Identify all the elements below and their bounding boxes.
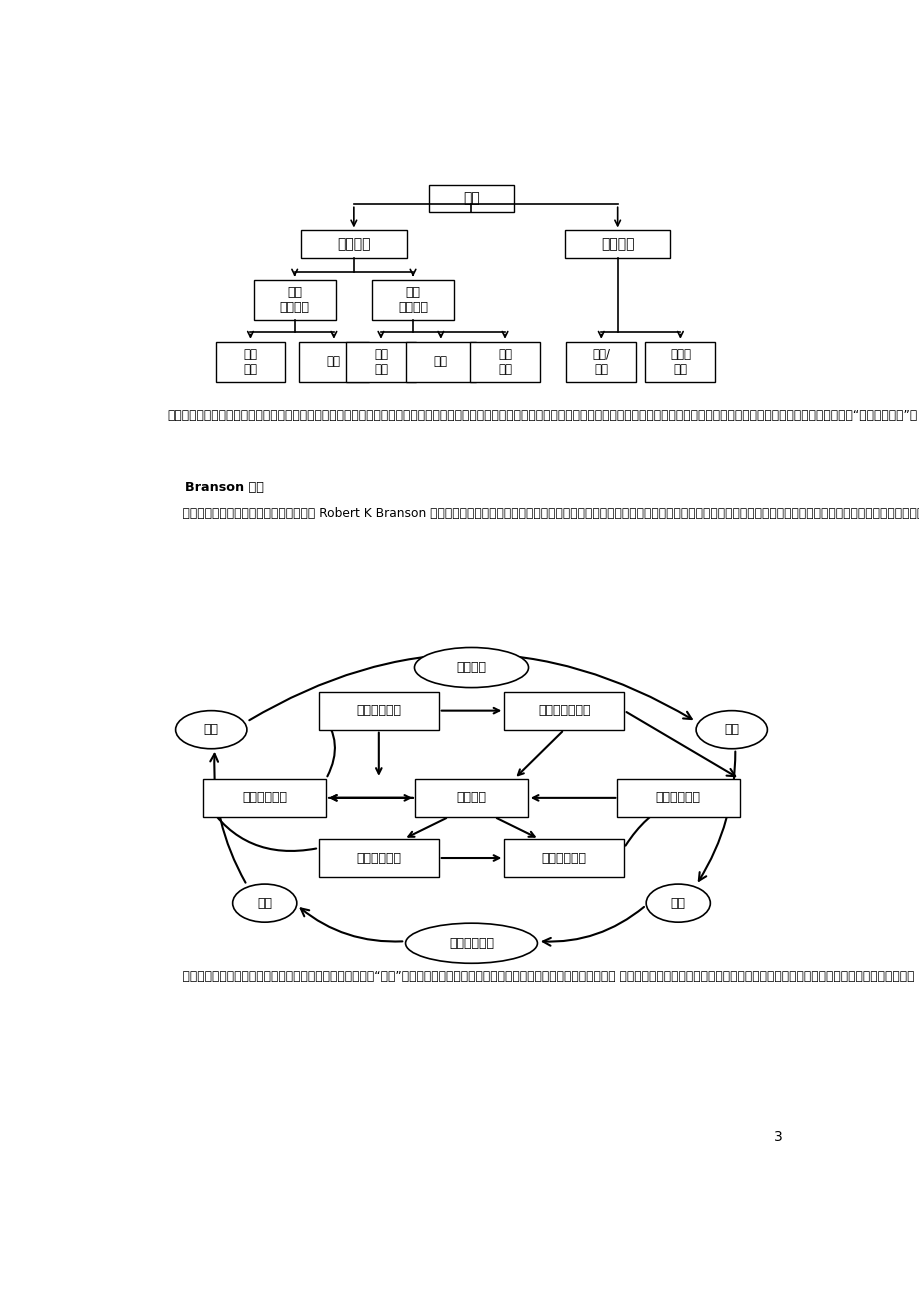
Text: 上述两个模型存在一个共同点，即只是列出了各种可能影响绩效的因素，并对部分因素对应的解决办法提供了建议。这两个模型的提出者似乎都尝试着按照某种分类方法将影响绩效的: 上述两个模型存在一个共同点，即只是列出了各种可能影响绩效的因素，并对部分因素对应…: [167, 409, 916, 422]
FancyBboxPatch shape: [203, 779, 325, 816]
FancyArrowPatch shape: [210, 754, 245, 883]
Text: 资源
（无形）: 资源 （无形）: [279, 285, 310, 314]
Text: 质量系统: 质量系统: [456, 661, 486, 674]
FancyArrowPatch shape: [301, 909, 402, 941]
Text: 从这个模型可以看出一种以系统方法解决问题的思路：根据“需求”设计职位并建立筛选系统，是一个明确绩效差距、发现问题的过程 根据发现的问题设计相应的手段（培训），并: 从这个模型可以看出一种以系统方法解决问题的思路：根据“需求”设计职位并建立筛选系…: [167, 970, 919, 983]
Text: 继承的
能力: 继承的 能力: [669, 348, 690, 376]
Ellipse shape: [233, 884, 297, 922]
Text: 职位和角色设计: 职位和角色设计: [538, 704, 590, 717]
Text: 绩效评估设计: 绩效评估设计: [356, 852, 401, 865]
Text: 政策: 政策: [670, 897, 685, 910]
Text: Branson 模型: Branson 模型: [167, 480, 264, 493]
Text: 3: 3: [773, 1130, 782, 1143]
FancyBboxPatch shape: [470, 341, 539, 381]
FancyBboxPatch shape: [215, 341, 285, 381]
FancyBboxPatch shape: [428, 185, 514, 212]
FancyBboxPatch shape: [504, 691, 623, 729]
Text: 绩效支持系统: 绩效支持系统: [448, 936, 494, 949]
Text: 培训系统设计: 培训系统设计: [541, 852, 586, 865]
FancyBboxPatch shape: [319, 691, 438, 729]
FancyBboxPatch shape: [564, 230, 670, 259]
FancyArrowPatch shape: [626, 712, 734, 776]
FancyBboxPatch shape: [371, 280, 454, 320]
Text: 技能/
知识: 技能/ 知识: [592, 348, 609, 376]
Ellipse shape: [176, 711, 246, 749]
FancyArrowPatch shape: [206, 802, 316, 852]
Text: 认知
支持: 认知 支持: [373, 348, 388, 376]
Text: 状态: 状态: [723, 723, 739, 736]
Text: 环境
（有形）: 环境 （有形）: [398, 285, 427, 314]
FancyBboxPatch shape: [346, 341, 415, 381]
FancyBboxPatch shape: [645, 341, 715, 381]
Text: 资金: 资金: [257, 897, 272, 910]
FancyArrowPatch shape: [249, 654, 691, 720]
FancyArrowPatch shape: [625, 792, 733, 845]
FancyBboxPatch shape: [254, 280, 335, 320]
FancyArrowPatch shape: [322, 715, 335, 776]
FancyBboxPatch shape: [414, 779, 528, 816]
Text: 工作绩效: 工作绩效: [456, 792, 486, 805]
FancyBboxPatch shape: [319, 838, 438, 878]
FancyBboxPatch shape: [566, 341, 636, 381]
Text: 工具: 工具: [434, 355, 448, 368]
Ellipse shape: [696, 711, 766, 749]
Text: 物理
环境: 物理 环境: [497, 348, 512, 376]
Text: 内部因素: 内部因素: [600, 237, 634, 251]
FancyBboxPatch shape: [405, 341, 475, 381]
Ellipse shape: [414, 647, 528, 687]
Text: 绩效: 绩效: [462, 191, 480, 206]
Text: 指导管理行为: 指导管理行为: [356, 704, 401, 717]
Text: 筛选系统设计: 筛选系统设计: [655, 792, 700, 805]
FancyArrowPatch shape: [698, 751, 734, 880]
FancyBboxPatch shape: [617, 779, 739, 816]
Ellipse shape: [645, 884, 709, 922]
Text: 组织
系统: 组织 系统: [244, 348, 257, 376]
FancyArrowPatch shape: [542, 907, 643, 945]
Text: 组织: 组织: [203, 723, 219, 736]
Text: 激励: 激励: [326, 355, 341, 368]
Text: 系统总统设计: 系统总统设计: [242, 792, 287, 805]
FancyBboxPatch shape: [301, 230, 406, 259]
FancyBboxPatch shape: [299, 341, 369, 381]
Text: 美国佛罗里达州立大学绩效技术中心主任 Robert K Branson 认为绩效技术是由系统总体设计、职位和角色设计、筛选系统设计、培训系统设计、绩效评估设计、: 美国佛罗里达州立大学绩效技术中心主任 Robert K Branson 认为绩效…: [167, 508, 919, 519]
Ellipse shape: [405, 923, 537, 963]
Text: 外部因素: 外部因素: [336, 237, 370, 251]
FancyBboxPatch shape: [504, 838, 623, 878]
